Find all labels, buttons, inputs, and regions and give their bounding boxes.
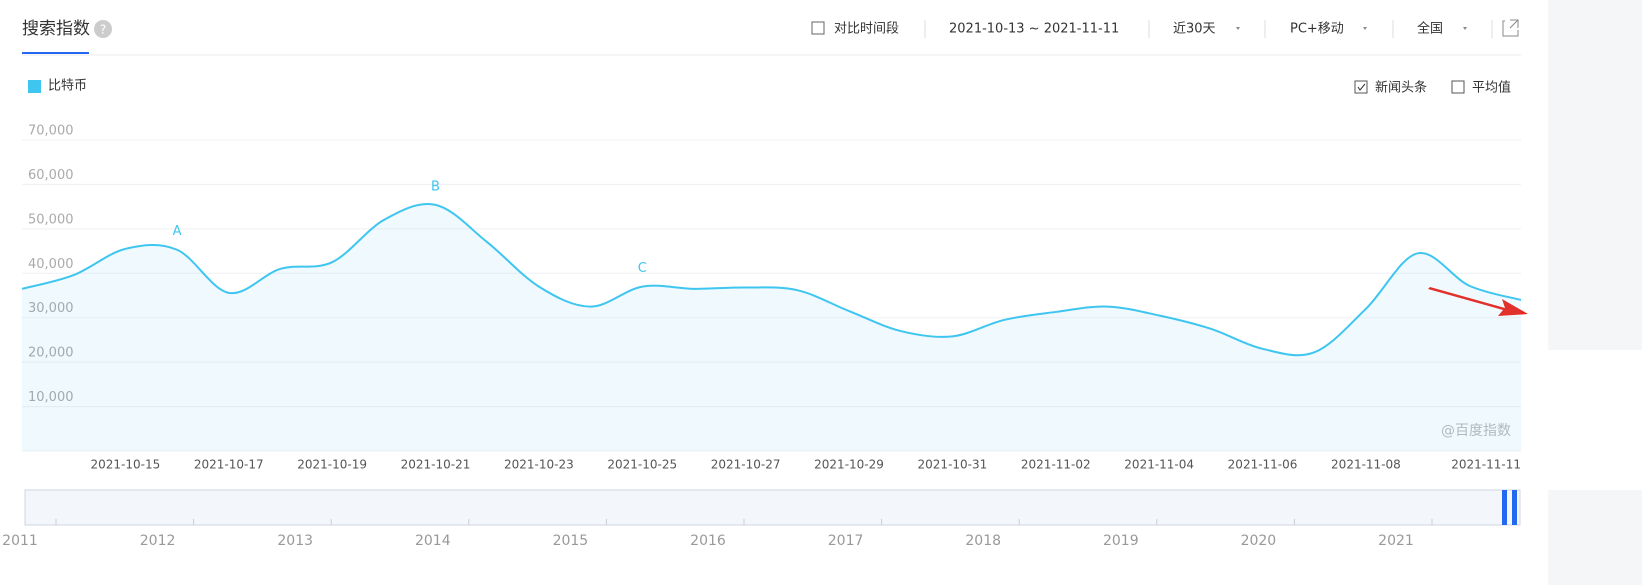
year-label: 2018 xyxy=(965,533,1001,549)
check xyxy=(1357,83,1366,91)
year-label: 2013 xyxy=(277,533,313,549)
checkbox[interactable] xyxy=(1354,80,1368,94)
plot: 10,000 20,000 30,000 40,000 50,000 60,000 70,0… xyxy=(21,124,1522,472)
average-option[interactable]: 平均值 xyxy=(1472,80,1511,96)
year-label: 2017 xyxy=(828,533,864,549)
device[interactable]: PC+移动 xyxy=(1290,22,1344,37)
nav-handle[interactable] xyxy=(1512,490,1517,525)
compare[interactable]: 对比时间段 xyxy=(834,22,899,37)
y-tick-label: 20,000 xyxy=(28,346,74,361)
year-label: 2014 xyxy=(415,533,451,549)
checkbox[interactable] xyxy=(1451,80,1465,94)
help-icon[interactable] xyxy=(94,20,112,38)
red-arrow xyxy=(1428,287,1528,316)
annotation: B xyxy=(431,179,440,194)
dropdown-arrows xyxy=(1236,27,1467,30)
legend-label[interactable]: 比特币 xyxy=(48,79,87,94)
x-tick-label: 2021-11-08 xyxy=(1331,458,1401,472)
y-tick-label: 60,000 xyxy=(28,168,74,183)
help-mark: ? xyxy=(100,23,106,37)
x-tick-label: 2021-10-15 xyxy=(91,458,161,472)
period[interactable]: 近30天 xyxy=(1173,22,1216,37)
tab-title[interactable]: 搜索指数 xyxy=(22,19,90,39)
x-tick-label: 2021-11-06 xyxy=(1228,458,1298,472)
sidebar-panel xyxy=(1548,350,1642,490)
line xyxy=(21,203,1522,357)
x-tick-label: 2021-10-31 xyxy=(918,458,988,472)
x-tick-label: 2021-10-19 xyxy=(297,458,367,472)
legend-swatch xyxy=(28,80,41,93)
year-label: 2015 xyxy=(553,533,589,549)
year-label: 2012 xyxy=(140,533,176,549)
checkbox[interactable] xyxy=(811,21,825,35)
watermark: @百度指数 xyxy=(1441,423,1511,439)
x-tick-label: 2021-10-25 xyxy=(607,458,677,472)
year-label: 2021 xyxy=(1378,533,1414,549)
y-tick-label: 50,000 xyxy=(28,212,74,227)
share-icon[interactable] xyxy=(1502,19,1519,37)
date-range[interactable]: 2021-10-13 ~ 2021-11-11 xyxy=(949,22,1119,37)
x-tick-label: 2021-11-02 xyxy=(1021,458,1091,472)
year-label: 2020 xyxy=(1241,533,1277,549)
x-tick-label: 2021-10-27 xyxy=(711,458,781,472)
year-label: 2016 xyxy=(690,533,726,549)
separators xyxy=(924,20,1493,38)
annotation: A xyxy=(173,224,182,239)
area xyxy=(22,204,1521,451)
news-option[interactable]: 新闻头条 xyxy=(1375,80,1427,96)
annotation: C xyxy=(638,261,647,276)
x-tick-label: 2021-10-21 xyxy=(401,458,471,472)
y-tick-label: 70,000 xyxy=(28,124,74,139)
year-label: 2019 xyxy=(1103,533,1139,549)
nav-handle[interactable] xyxy=(1502,490,1507,525)
sidebar xyxy=(1548,0,1642,585)
navigator[interactable] xyxy=(24,489,1521,526)
y-tick-label: 30,000 xyxy=(28,301,74,316)
x-tick-label: 2021-11-11 xyxy=(1451,458,1521,472)
y-tick-label: 40,000 xyxy=(28,257,74,272)
year-label: 2011 xyxy=(2,533,38,549)
x-tick-label: 2021-10-23 xyxy=(504,458,574,472)
y-tick-label: 10,000 xyxy=(28,390,74,405)
x-tick-label: 2021-10-29 xyxy=(814,458,884,472)
x-tick-label: 2021-10-17 xyxy=(194,458,264,472)
region[interactable]: 全国 xyxy=(1417,21,1443,37)
tab-underline xyxy=(22,52,89,54)
x-tick-label: 2021-11-04 xyxy=(1124,458,1194,472)
